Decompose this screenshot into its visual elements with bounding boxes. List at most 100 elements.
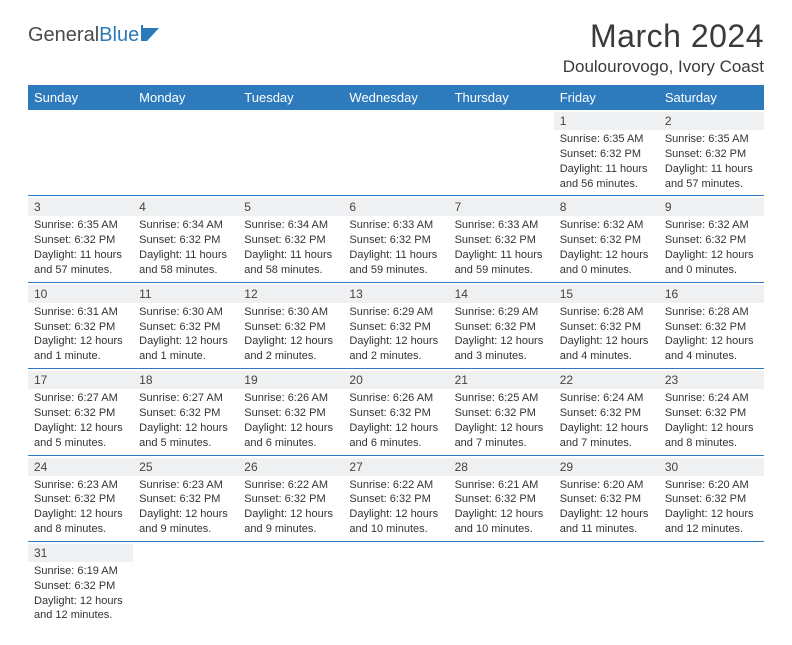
daylight-text: Daylight: 12 hours bbox=[244, 507, 337, 522]
sunrise-text: Sunrise: 6:25 AM bbox=[455, 391, 548, 406]
day-number: 19 bbox=[238, 371, 343, 389]
daylight-text: Daylight: 12 hours bbox=[560, 507, 653, 522]
calendar-cell bbox=[343, 541, 448, 627]
weekday-header: Sunday bbox=[28, 85, 133, 110]
location: Doulourovogo, Ivory Coast bbox=[563, 57, 764, 77]
daylight-text: and 9 minutes. bbox=[139, 522, 232, 537]
daylight-text: and 3 minutes. bbox=[455, 349, 548, 364]
calendar-cell: 12Sunrise: 6:30 AMSunset: 6:32 PMDayligh… bbox=[238, 282, 343, 368]
sunrise-text: Sunrise: 6:24 AM bbox=[665, 391, 758, 406]
daylight-text: Daylight: 11 hours bbox=[244, 248, 337, 263]
daylight-text: Daylight: 11 hours bbox=[34, 248, 127, 263]
daylight-text: and 4 minutes. bbox=[560, 349, 653, 364]
sunset-text: Sunset: 6:32 PM bbox=[244, 492, 337, 507]
daylight-text: Daylight: 12 hours bbox=[455, 334, 548, 349]
weekday-header: Wednesday bbox=[343, 85, 448, 110]
calendar-cell bbox=[133, 541, 238, 627]
calendar-cell: 20Sunrise: 6:26 AMSunset: 6:32 PMDayligh… bbox=[343, 369, 448, 455]
sunset-text: Sunset: 6:32 PM bbox=[665, 406, 758, 421]
sunrise-text: Sunrise: 6:26 AM bbox=[244, 391, 337, 406]
sunset-text: Sunset: 6:32 PM bbox=[560, 406, 653, 421]
daylight-text: and 58 minutes. bbox=[139, 263, 232, 278]
day-number: 27 bbox=[343, 458, 448, 476]
calendar-cell: 3Sunrise: 6:35 AMSunset: 6:32 PMDaylight… bbox=[28, 196, 133, 282]
sunrise-text: Sunrise: 6:35 AM bbox=[560, 132, 653, 147]
daylight-text: Daylight: 11 hours bbox=[665, 162, 758, 177]
sunrise-text: Sunrise: 6:28 AM bbox=[665, 305, 758, 320]
daylight-text: Daylight: 12 hours bbox=[560, 334, 653, 349]
daylight-text: and 11 minutes. bbox=[560, 522, 653, 537]
sunset-text: Sunset: 6:32 PM bbox=[34, 320, 127, 335]
daylight-text: Daylight: 12 hours bbox=[244, 421, 337, 436]
day-number: 11 bbox=[133, 285, 238, 303]
sunrise-text: Sunrise: 6:34 AM bbox=[244, 218, 337, 233]
month-title: March 2024 bbox=[563, 18, 764, 55]
sunrise-text: Sunrise: 6:23 AM bbox=[139, 478, 232, 493]
sunrise-text: Sunrise: 6:29 AM bbox=[455, 305, 548, 320]
calendar-cell: 1Sunrise: 6:35 AMSunset: 6:32 PMDaylight… bbox=[554, 110, 659, 196]
sunset-text: Sunset: 6:32 PM bbox=[455, 320, 548, 335]
sunset-text: Sunset: 6:32 PM bbox=[139, 492, 232, 507]
daylight-text: and 6 minutes. bbox=[244, 436, 337, 451]
logo-flag-icon bbox=[141, 25, 163, 41]
daylight-text: and 9 minutes. bbox=[244, 522, 337, 537]
daylight-text: Daylight: 12 hours bbox=[34, 421, 127, 436]
sunrise-text: Sunrise: 6:27 AM bbox=[34, 391, 127, 406]
daylight-text: and 10 minutes. bbox=[349, 522, 442, 537]
daylight-text: and 0 minutes. bbox=[560, 263, 653, 278]
sunset-text: Sunset: 6:32 PM bbox=[34, 406, 127, 421]
daylight-text: and 1 minute. bbox=[34, 349, 127, 364]
daylight-text: and 56 minutes. bbox=[560, 177, 653, 192]
calendar-cell: 17Sunrise: 6:27 AMSunset: 6:32 PMDayligh… bbox=[28, 369, 133, 455]
daylight-text: Daylight: 12 hours bbox=[34, 334, 127, 349]
sunrise-text: Sunrise: 6:28 AM bbox=[560, 305, 653, 320]
day-number: 7 bbox=[449, 198, 554, 216]
calendar-cell: 28Sunrise: 6:21 AMSunset: 6:32 PMDayligh… bbox=[449, 455, 554, 541]
daylight-text: Daylight: 12 hours bbox=[139, 421, 232, 436]
sunset-text: Sunset: 6:32 PM bbox=[139, 406, 232, 421]
daylight-text: Daylight: 11 hours bbox=[455, 248, 548, 263]
calendar-cell: 5Sunrise: 6:34 AMSunset: 6:32 PMDaylight… bbox=[238, 196, 343, 282]
calendar-cell: 16Sunrise: 6:28 AMSunset: 6:32 PMDayligh… bbox=[659, 282, 764, 368]
daylight-text: and 12 minutes. bbox=[665, 522, 758, 537]
day-number: 28 bbox=[449, 458, 554, 476]
header: GeneralBlue March 2024 Doulourovogo, Ivo… bbox=[28, 18, 764, 77]
daylight-text: and 8 minutes. bbox=[665, 436, 758, 451]
daylight-text: Daylight: 12 hours bbox=[455, 507, 548, 522]
sunset-text: Sunset: 6:32 PM bbox=[665, 320, 758, 335]
calendar-cell: 21Sunrise: 6:25 AMSunset: 6:32 PMDayligh… bbox=[449, 369, 554, 455]
day-number: 3 bbox=[28, 198, 133, 216]
day-number: 31 bbox=[28, 544, 133, 562]
sunset-text: Sunset: 6:32 PM bbox=[665, 233, 758, 248]
calendar-cell: 25Sunrise: 6:23 AMSunset: 6:32 PMDayligh… bbox=[133, 455, 238, 541]
sunset-text: Sunset: 6:32 PM bbox=[349, 492, 442, 507]
calendar-cell bbox=[449, 110, 554, 196]
sunrise-text: Sunrise: 6:22 AM bbox=[349, 478, 442, 493]
sunset-text: Sunset: 6:32 PM bbox=[665, 147, 758, 162]
sunset-text: Sunset: 6:32 PM bbox=[349, 233, 442, 248]
title-block: March 2024 Doulourovogo, Ivory Coast bbox=[563, 18, 764, 77]
day-number: 9 bbox=[659, 198, 764, 216]
daylight-text: and 57 minutes. bbox=[665, 177, 758, 192]
calendar-cell bbox=[133, 110, 238, 196]
daylight-text: and 5 minutes. bbox=[139, 436, 232, 451]
sunrise-text: Sunrise: 6:22 AM bbox=[244, 478, 337, 493]
sunrise-text: Sunrise: 6:27 AM bbox=[139, 391, 232, 406]
calendar-cell bbox=[238, 110, 343, 196]
day-number: 22 bbox=[554, 371, 659, 389]
daylight-text: Daylight: 12 hours bbox=[665, 421, 758, 436]
logo-text-1: General bbox=[28, 24, 99, 47]
day-number: 6 bbox=[343, 198, 448, 216]
daylight-text: and 6 minutes. bbox=[349, 436, 442, 451]
sunset-text: Sunset: 6:32 PM bbox=[560, 147, 653, 162]
day-number: 23 bbox=[659, 371, 764, 389]
sunrise-text: Sunrise: 6:26 AM bbox=[349, 391, 442, 406]
sunset-text: Sunset: 6:32 PM bbox=[244, 233, 337, 248]
daylight-text: and 57 minutes. bbox=[34, 263, 127, 278]
sunrise-text: Sunrise: 6:20 AM bbox=[560, 478, 653, 493]
sunset-text: Sunset: 6:32 PM bbox=[560, 233, 653, 248]
daylight-text: Daylight: 12 hours bbox=[139, 507, 232, 522]
sunrise-text: Sunrise: 6:33 AM bbox=[455, 218, 548, 233]
sunset-text: Sunset: 6:32 PM bbox=[34, 579, 127, 594]
daylight-text: Daylight: 12 hours bbox=[34, 507, 127, 522]
